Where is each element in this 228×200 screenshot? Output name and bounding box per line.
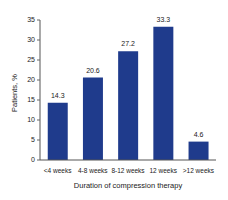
- svg-text:4-8 weeks: 4-8 weeks: [78, 167, 108, 174]
- svg-text:15: 15: [27, 96, 35, 103]
- svg-text:4.6: 4.6: [194, 131, 204, 138]
- svg-text:30: 30: [27, 36, 35, 43]
- svg-text:35: 35: [27, 16, 35, 23]
- svg-text:5: 5: [31, 136, 35, 143]
- svg-text:33.3: 33.3: [157, 16, 171, 23]
- svg-text:12 weeks: 12 weeks: [149, 167, 177, 174]
- svg-text:<4 weeks: <4 weeks: [44, 167, 72, 174]
- svg-text:>12 weeks: >12 weeks: [183, 167, 215, 174]
- svg-text:20: 20: [27, 76, 35, 83]
- svg-text:25: 25: [27, 56, 35, 63]
- svg-text:20.6: 20.6: [86, 67, 100, 74]
- svg-text:Duration of compression therap: Duration of compression therapy: [74, 181, 183, 190]
- svg-text:0: 0: [31, 156, 35, 163]
- svg-text:Patients, %: Patients, %: [10, 74, 19, 112]
- svg-text:14.3: 14.3: [51, 92, 65, 99]
- svg-text:27.2: 27.2: [121, 40, 135, 47]
- svg-text:10: 10: [27, 116, 35, 123]
- svg-text:8-12 weeks: 8-12 weeks: [111, 167, 145, 174]
